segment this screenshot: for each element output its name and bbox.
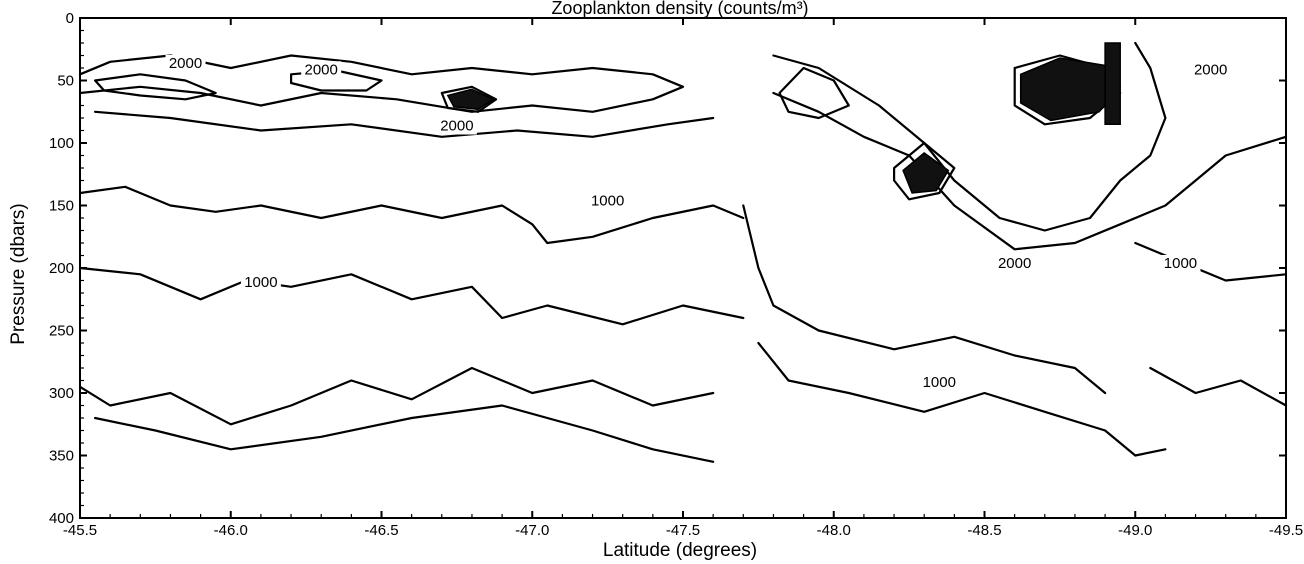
contour-label: 1000 (923, 374, 956, 391)
contour-line-2000 (78, 54, 685, 113)
contour-line-1000 (78, 266, 745, 326)
high-density-region (1104, 42, 1121, 126)
high-density-regions (446, 42, 1122, 194)
x-tick-label: -46.0 (214, 522, 248, 539)
contour-line-1000 (742, 204, 1107, 395)
contour-line-1000 (78, 366, 715, 426)
contour-label-background (1160, 255, 1201, 272)
x-tick-label: -49.5 (1269, 522, 1303, 539)
x-tick-label: -47.5 (666, 522, 700, 539)
x-axis: -45.5 -46.0 -46.5 -47.0 -47.5 -48.0 -48.5 -49.0… (63, 18, 1303, 539)
high-density-region (902, 152, 950, 194)
contour-line-1000 (94, 404, 715, 463)
x-tick-label: -48.5 (967, 522, 1001, 539)
contour-label-background (301, 61, 342, 79)
contour-label: 2000 (169, 55, 202, 72)
contour-label-background (436, 117, 477, 135)
contour-label: 2000 (440, 118, 473, 135)
x-axis-title: Latitude (degrees) (603, 540, 757, 561)
contour-label-background (1190, 61, 1231, 79)
y-tick-label: 250 (49, 323, 74, 340)
contour-line-1000 (78, 185, 745, 245)
contour-line-2000 (94, 110, 715, 138)
y-tick-label: 50 (57, 73, 74, 90)
contour-label: 2000 (998, 255, 1031, 272)
x-tick-label: -45.5 (63, 522, 97, 539)
contour-label-background (165, 55, 206, 72)
y-tick-label: 150 (49, 198, 74, 215)
contour-label: 1000 (591, 193, 624, 210)
y-tick-label: 100 (49, 135, 74, 152)
contour-line-2000 (94, 73, 217, 101)
contour-line-3000 (778, 66, 850, 120)
contour-line-3000 (893, 141, 956, 201)
contour-label: 1000 (1164, 255, 1197, 272)
x-tick-label: -48.0 (817, 522, 851, 539)
x-tick-label: -47.0 (515, 522, 549, 539)
contour-label-background (994, 255, 1035, 272)
contour-label: 2000 (305, 61, 338, 78)
y-axis-title: Pressure (dbars) (8, 203, 29, 345)
contour-label-background (587, 192, 628, 210)
y-tick-label: 350 (49, 448, 74, 465)
y-tick-label: 0 (66, 10, 74, 27)
y-tick-label: 400 (49, 510, 74, 527)
y-axis: 0 50 100 150 200 250 300 350 400 (49, 10, 1286, 527)
contour-label: 2000 (1194, 61, 1227, 78)
contour-label: 1000 (244, 274, 277, 291)
x-tick-label: -46.5 (364, 522, 398, 539)
y-tick-label: 300 (49, 385, 74, 402)
chart-title: Zooplankton density (counts/m³) (551, 0, 808, 18)
contour-line-2000 (772, 91, 1288, 251)
contour-label-background (240, 273, 281, 291)
contour-labels: 2000 2000 2000 1000 1000 1000 2000 2000 1000 (165, 55, 1231, 391)
contour-line-2000 (772, 41, 1167, 232)
contour-line-3000 (440, 85, 498, 113)
contour-label-background (919, 373, 960, 391)
contour-line-1000 (1134, 241, 1288, 282)
contour-line-1000 (1149, 366, 1288, 407)
contour-line-1000 (757, 341, 1167, 457)
x-tick-label: -49.0 (1118, 522, 1152, 539)
y-tick-label: 200 (49, 260, 74, 277)
high-density-region (446, 88, 495, 111)
